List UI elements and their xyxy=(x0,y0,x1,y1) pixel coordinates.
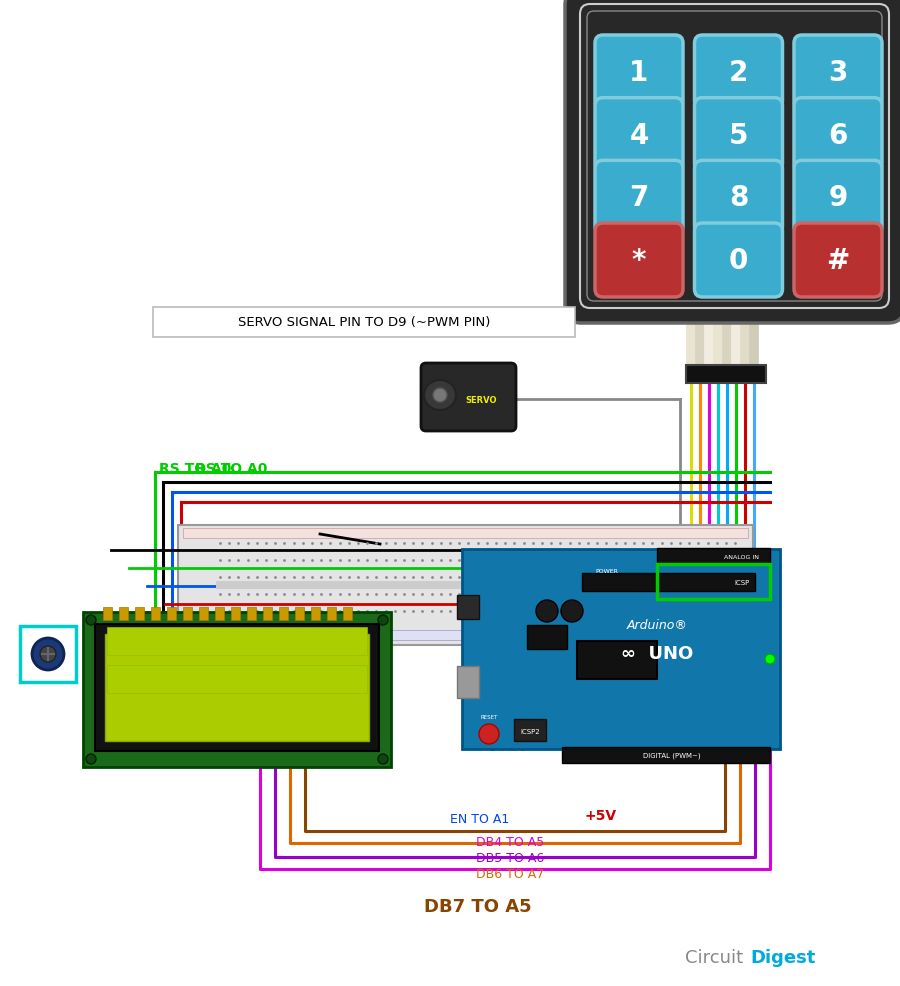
Text: 7: 7 xyxy=(629,184,649,212)
Text: 5: 5 xyxy=(729,121,748,150)
Text: 4: 4 xyxy=(629,121,649,150)
Bar xyxy=(103,607,112,620)
FancyBboxPatch shape xyxy=(794,35,882,109)
Bar xyxy=(462,549,780,749)
Bar xyxy=(215,607,224,620)
FancyBboxPatch shape xyxy=(595,99,683,173)
Text: SERVO: SERVO xyxy=(465,396,497,405)
Bar xyxy=(295,607,304,620)
Bar xyxy=(199,607,208,620)
FancyBboxPatch shape xyxy=(595,224,683,298)
FancyBboxPatch shape xyxy=(565,0,900,323)
Bar xyxy=(562,747,770,763)
Text: Digest: Digest xyxy=(750,948,815,966)
Bar xyxy=(167,607,176,620)
Circle shape xyxy=(433,388,447,402)
Text: ICSP2: ICSP2 xyxy=(520,729,540,735)
Text: 6: 6 xyxy=(828,121,848,150)
Circle shape xyxy=(378,615,388,625)
Bar xyxy=(119,607,128,620)
Bar xyxy=(577,641,657,679)
Text: ∞  UNO: ∞ UNO xyxy=(621,644,693,663)
Text: SERVO SIGNAL PIN TO D9 (~PWM PIN): SERVO SIGNAL PIN TO D9 (~PWM PIN) xyxy=(238,317,491,329)
Text: DB6 TO A7: DB6 TO A7 xyxy=(476,867,544,880)
Text: DB5 TO A6: DB5 TO A6 xyxy=(476,851,544,864)
Bar xyxy=(657,548,770,564)
FancyBboxPatch shape xyxy=(794,99,882,173)
Bar xyxy=(105,634,369,741)
Bar xyxy=(107,627,367,656)
FancyBboxPatch shape xyxy=(595,35,683,109)
FancyBboxPatch shape xyxy=(695,161,782,235)
Text: 1: 1 xyxy=(629,59,649,87)
Text: DIGITAL (PWM~): DIGITAL (PWM~) xyxy=(644,752,701,758)
Circle shape xyxy=(765,655,775,665)
Bar xyxy=(657,564,770,599)
Bar xyxy=(279,607,288,620)
Bar xyxy=(457,667,479,698)
Bar xyxy=(153,308,575,337)
Circle shape xyxy=(378,754,388,764)
Text: ANALOG IN: ANALOG IN xyxy=(724,555,760,560)
Bar xyxy=(231,607,240,620)
FancyBboxPatch shape xyxy=(794,224,882,298)
Bar xyxy=(183,607,192,620)
Circle shape xyxy=(479,725,499,744)
Text: 9: 9 xyxy=(828,184,848,212)
FancyBboxPatch shape xyxy=(695,99,782,173)
Bar xyxy=(83,612,391,767)
Text: EN TO A1: EN TO A1 xyxy=(450,812,509,825)
Bar xyxy=(311,607,320,620)
Text: 2: 2 xyxy=(729,59,748,87)
Bar xyxy=(178,526,753,646)
Circle shape xyxy=(32,638,64,670)
Bar xyxy=(107,666,367,693)
Text: RS TO A0: RS TO A0 xyxy=(158,461,231,475)
Bar xyxy=(457,596,479,619)
Text: RESET: RESET xyxy=(481,715,498,720)
Text: 3: 3 xyxy=(828,59,848,87)
Text: #: # xyxy=(826,246,850,275)
Text: DB4 TO A5: DB4 TO A5 xyxy=(476,835,544,848)
Bar xyxy=(183,630,748,640)
Text: +5V: +5V xyxy=(585,809,617,822)
FancyBboxPatch shape xyxy=(695,224,782,298)
Bar xyxy=(327,607,336,620)
Bar xyxy=(151,607,160,620)
Circle shape xyxy=(561,600,583,622)
Circle shape xyxy=(40,647,56,663)
Text: 8: 8 xyxy=(729,184,748,212)
Bar xyxy=(20,626,76,682)
Bar xyxy=(582,574,755,592)
Bar xyxy=(514,719,546,741)
Bar xyxy=(686,366,766,384)
Text: DB7 TO A5: DB7 TO A5 xyxy=(424,897,532,915)
Bar xyxy=(343,607,352,620)
Bar xyxy=(527,625,567,650)
Text: ICSP: ICSP xyxy=(734,580,750,586)
Text: *: * xyxy=(632,246,646,275)
FancyBboxPatch shape xyxy=(421,364,516,432)
Text: POWER: POWER xyxy=(596,569,618,574)
Circle shape xyxy=(86,615,96,625)
Bar xyxy=(247,607,256,620)
Text: Arduino®: Arduino® xyxy=(626,619,688,632)
Text: 0: 0 xyxy=(729,246,748,275)
Ellipse shape xyxy=(424,381,456,410)
Text: Circuit: Circuit xyxy=(685,948,743,966)
Bar xyxy=(183,528,748,538)
Bar xyxy=(95,624,379,751)
FancyBboxPatch shape xyxy=(794,161,882,235)
Text: RS TO A0: RS TO A0 xyxy=(195,461,267,475)
FancyBboxPatch shape xyxy=(595,161,683,235)
Circle shape xyxy=(536,600,558,622)
Bar xyxy=(135,607,144,620)
FancyBboxPatch shape xyxy=(695,35,782,109)
Bar xyxy=(216,582,746,590)
Bar xyxy=(263,607,272,620)
Circle shape xyxy=(86,754,96,764)
